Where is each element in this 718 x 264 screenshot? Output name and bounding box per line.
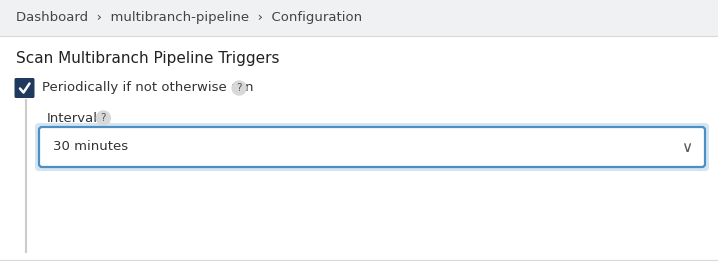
Text: ?: ? (101, 113, 106, 123)
Text: Interval: Interval (47, 111, 98, 125)
Circle shape (96, 111, 111, 125)
Text: Dashboard  ›  multibranch-pipeline  ›  Configuration: Dashboard › multibranch-pipeline › Confi… (16, 12, 362, 25)
Text: ∨: ∨ (681, 140, 693, 155)
Text: Periodically if not otherwise run: Periodically if not otherwise run (42, 82, 253, 95)
FancyBboxPatch shape (14, 78, 34, 98)
FancyBboxPatch shape (39, 127, 705, 167)
Text: 30 minutes: 30 minutes (53, 140, 128, 153)
FancyBboxPatch shape (0, 36, 718, 264)
FancyBboxPatch shape (0, 0, 718, 36)
Circle shape (232, 81, 246, 95)
Text: Scan Multibranch Pipeline Triggers: Scan Multibranch Pipeline Triggers (16, 50, 279, 65)
Text: ?: ? (236, 83, 242, 93)
FancyBboxPatch shape (35, 123, 709, 171)
